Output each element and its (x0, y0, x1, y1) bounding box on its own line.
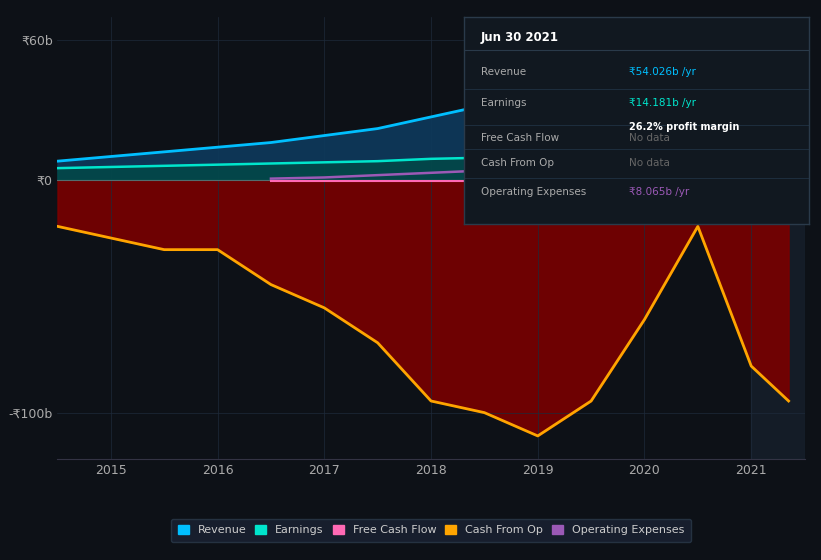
Text: ₹14.181b /yr: ₹14.181b /yr (630, 97, 696, 108)
Text: Earnings: Earnings (481, 97, 526, 108)
Text: Jun 30 2021: Jun 30 2021 (481, 31, 559, 44)
Legend: Revenue, Earnings, Free Cash Flow, Cash From Op, Operating Expenses: Revenue, Earnings, Free Cash Flow, Cash … (171, 519, 691, 542)
Text: 26.2% profit margin: 26.2% profit margin (630, 123, 740, 133)
Text: Operating Expenses: Operating Expenses (481, 186, 586, 197)
Text: Revenue: Revenue (481, 67, 526, 77)
Text: ₹8.065b /yr: ₹8.065b /yr (630, 186, 690, 197)
Text: No data: No data (630, 133, 670, 143)
Text: No data: No data (630, 158, 670, 167)
Text: Cash From Op: Cash From Op (481, 158, 554, 167)
Bar (751, 17, 805, 459)
Text: Free Cash Flow: Free Cash Flow (481, 133, 559, 143)
Text: ₹54.026b /yr: ₹54.026b /yr (630, 67, 696, 77)
